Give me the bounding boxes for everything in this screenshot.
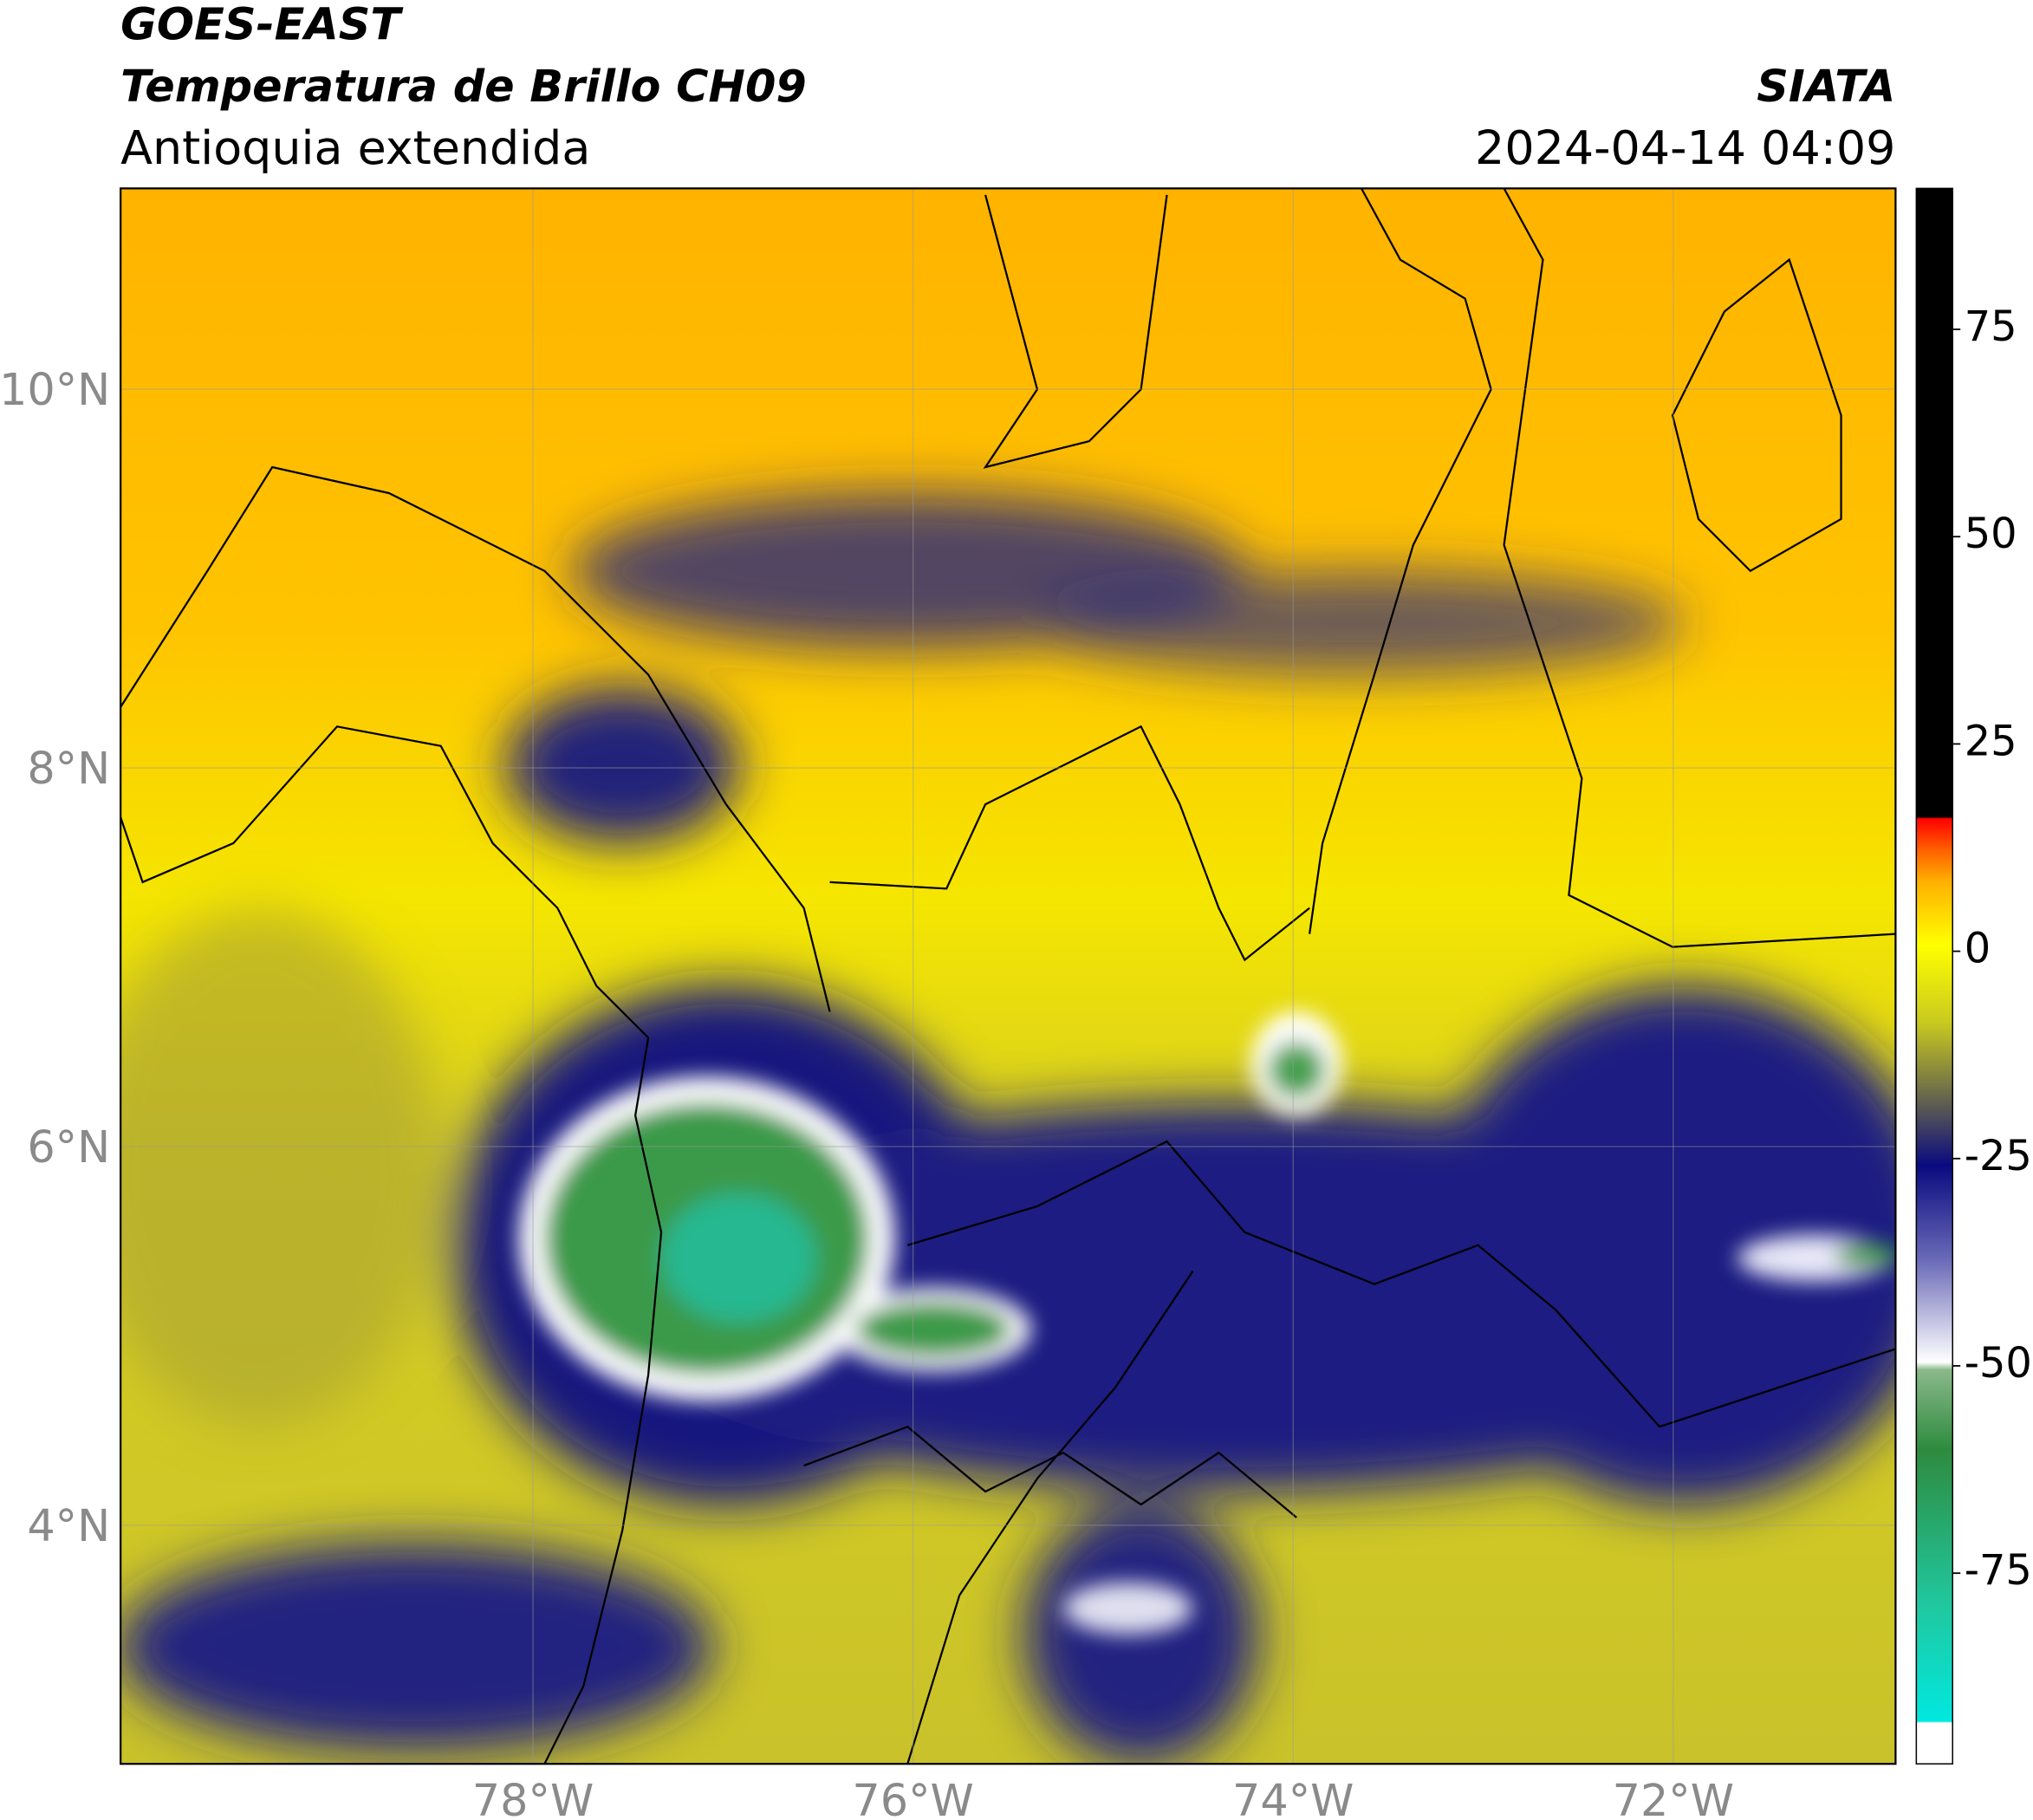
datetime: 2024-04-14 04:09 — [1475, 120, 1895, 175]
colorbar-tick-label: -75 — [1965, 1547, 2032, 1595]
colorbar-tick-label: 0 — [1965, 926, 1991, 973]
x-tick-label: 78°W — [472, 1775, 594, 1820]
grid — [120, 188, 1896, 1765]
title: GOES-EAST — [120, 0, 404, 49]
colorbar — [1915, 187, 1953, 1765]
y-tick-label: 8°N — [27, 743, 110, 794]
y-tick-label: 10°N — [0, 364, 110, 415]
x-tick-label: 74°W — [1232, 1775, 1354, 1820]
map-frame — [120, 187, 1897, 1765]
subtitle: Temperatura de Brillo CH09 — [120, 61, 807, 112]
x-tick-label: 76°W — [852, 1775, 973, 1820]
y-tick-label: 6°N — [27, 1121, 110, 1173]
colorbar-tick-label: 50 — [1965, 510, 2017, 558]
y-tick-label: 4°N — [27, 1500, 110, 1551]
colorbar-tick-label: -50 — [1965, 1340, 2032, 1388]
x-tick-label: 72°W — [1613, 1775, 1734, 1820]
region: Antioquia extendida — [120, 120, 590, 175]
colorbar-tick-label: -25 — [1965, 1133, 2032, 1180]
colorbar-tick-label: 25 — [1965, 718, 2017, 765]
satellite-image — [120, 188, 1896, 1765]
source: SIATA — [1757, 61, 1895, 112]
colorbar-tick-label: 75 — [1965, 303, 2017, 351]
ticks: 78°W 76°W 74°W 72°W 4°N 6°N 8°N 10°N -75 -50 -25 0 2… — [0, 303, 2032, 1820]
